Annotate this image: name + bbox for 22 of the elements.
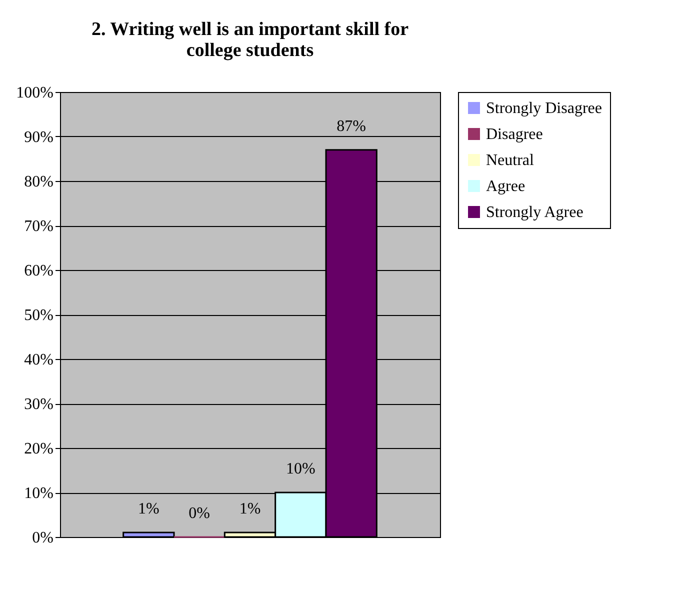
y-tick-label: 10% <box>24 485 54 502</box>
y-tick-label: 30% <box>24 396 54 413</box>
chart-title: 2. Writing well is an important skill for college students <box>91 19 410 61</box>
y-tick-label: 80% <box>24 174 54 190</box>
legend-label: Agree <box>486 178 526 195</box>
data-label: 10% <box>286 460 316 478</box>
legend-label: Neutral <box>486 152 535 169</box>
data-label: 1% <box>138 500 160 518</box>
data-label: 0% <box>188 505 210 522</box>
y-tick-label: 70% <box>24 218 54 235</box>
legend-label: Strongly Agree <box>486 204 584 221</box>
legend-label: Disagree <box>486 126 543 143</box>
y-tick-label: 90% <box>24 129 54 146</box>
y-tick-label: 20% <box>24 440 54 458</box>
y-tick-label: 50% <box>24 307 54 324</box>
y-tick-label: 100% <box>16 84 54 102</box>
y-tick-label: 40% <box>24 352 54 368</box>
data-label: 87% <box>336 118 366 135</box>
y-tick-label: 60% <box>24 262 54 280</box>
legend-label: Strongly Disagree <box>486 100 602 117</box>
y-tick-label: 0% <box>32 530 54 546</box>
data-label: 1% <box>239 500 261 518</box>
